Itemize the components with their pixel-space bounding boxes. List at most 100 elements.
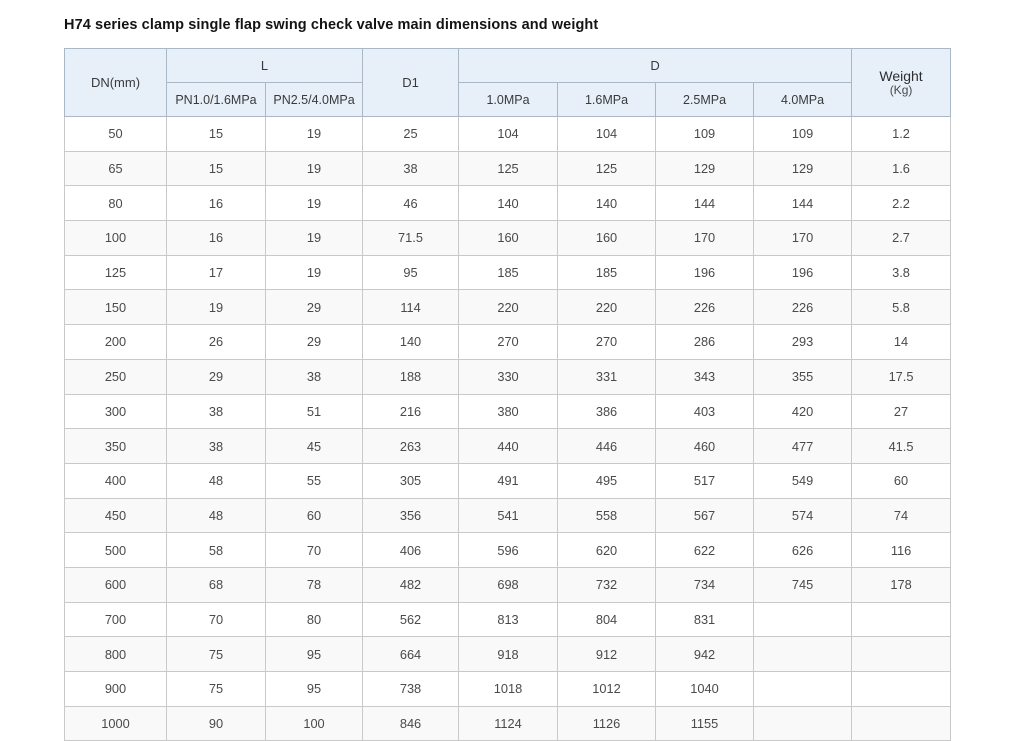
table-cell: 330	[458, 358, 559, 395]
table-cell: 140	[557, 185, 657, 222]
cell-dn: 400	[64, 462, 167, 499]
column-header-d-10mpa: 1.0MPa	[458, 82, 559, 117]
table-cell: 420	[753, 393, 853, 430]
table-row: 600 68 78 482 698 732 734 745 178	[64, 566, 952, 603]
table-cell: 562	[362, 601, 460, 638]
table-cell: 270	[557, 324, 657, 360]
table-row: 900 75 95 738 1018 1012 1040	[64, 671, 952, 707]
table-cell	[753, 671, 853, 707]
table-cell: 226	[655, 289, 755, 326]
weight-label: Weight	[879, 67, 923, 84]
table-cell: 51	[264, 393, 364, 430]
table-cell: 596	[458, 532, 559, 568]
table-body: 50 15 19 25 104 104 109 109 1.2 65 15 19 38 125 125 129…	[64, 116, 952, 741]
table-cell: 698	[458, 566, 559, 603]
table-cell: 620	[557, 532, 657, 568]
header-row-subgroups: PN1.0/1.6MPa PN2.5/4.0MPa 1.0MPa 1.6MPa …	[65, 82, 951, 117]
table-cell: 70	[264, 532, 364, 568]
cell-dn: 900	[64, 671, 167, 707]
table-cell: 160	[557, 220, 657, 256]
table-cell: 1155	[655, 705, 755, 741]
table-cell: 16	[166, 185, 266, 222]
table-cell: 1018	[458, 671, 559, 707]
table-cell: 745	[753, 566, 853, 603]
table-cell	[753, 601, 853, 638]
table-cell: 38	[264, 358, 364, 395]
table-cell: 14	[851, 324, 952, 360]
table-cell: 109	[753, 116, 853, 152]
cell-dn: 800	[64, 636, 167, 672]
column-header-weight: Weight (Kg)	[851, 48, 952, 117]
cell-dn: 50	[64, 116, 167, 152]
table-cell: 116	[851, 532, 952, 568]
table-cell: 804	[557, 601, 657, 638]
table-cell: 734	[655, 566, 755, 603]
table-cell: 355	[753, 358, 853, 395]
table-cell: 75	[166, 636, 266, 672]
table-cell: 491	[458, 462, 559, 499]
table-cell: 446	[557, 428, 657, 464]
table-cell: 1040	[655, 671, 755, 707]
table-row: 150 19 29 114 220 220 226 226 5.8	[64, 289, 952, 326]
table-cell: 15	[166, 150, 266, 187]
table-cell: 109	[655, 116, 755, 152]
cell-dn: 450	[64, 497, 167, 534]
table-cell: 104	[458, 116, 559, 152]
table-cell: 813	[458, 601, 559, 638]
table-cell: 1.6	[851, 150, 952, 187]
table-cell: 622	[655, 532, 755, 568]
table-cell: 541	[458, 497, 559, 534]
table-cell: 17.5	[851, 358, 952, 395]
table-cell: 831	[655, 601, 755, 638]
cell-dn: 700	[64, 601, 167, 638]
table-cell: 104	[557, 116, 657, 152]
table-cell: 942	[655, 636, 755, 672]
table-cell: 140	[362, 324, 460, 360]
table-cell: 196	[753, 254, 853, 291]
table-cell: 29	[166, 358, 266, 395]
table-row: 65 15 19 38 125 125 129 129 1.6	[64, 150, 952, 187]
table-cell: 482	[362, 566, 460, 603]
table-row: 100 16 19 71.5 160 160 170 170 2.7	[64, 220, 952, 256]
table-cell: 293	[753, 324, 853, 360]
table-cell: 100	[264, 705, 364, 741]
table-cell: 912	[557, 636, 657, 672]
table-cell: 70	[166, 601, 266, 638]
column-header-dn: DN(mm)	[64, 48, 167, 117]
table-cell: 71.5	[362, 220, 460, 256]
table-cell: 738	[362, 671, 460, 707]
table-cell: 356	[362, 497, 460, 534]
table-cell: 60	[264, 497, 364, 534]
cell-dn: 200	[64, 324, 167, 360]
table-row: 350 38 45 263 440 446 460 477 41.5	[64, 428, 952, 464]
table-cell	[753, 705, 853, 741]
table-cell: 549	[753, 462, 853, 499]
table-cell	[851, 671, 952, 707]
table-cell: 846	[362, 705, 460, 741]
table-cell: 185	[557, 254, 657, 291]
table-cell: 129	[655, 150, 755, 187]
column-header-group-d: D	[458, 48, 853, 83]
table-cell: 74	[851, 497, 952, 534]
cell-dn: 150	[64, 289, 167, 326]
column-header-d1: D1	[362, 48, 460, 117]
table-cell: 216	[362, 393, 460, 430]
table-cell	[753, 636, 853, 672]
table-cell: 19	[264, 185, 364, 222]
table-row: 50 15 19 25 104 104 109 109 1.2	[64, 116, 952, 152]
cell-dn: 1000	[64, 705, 167, 741]
cell-dn: 500	[64, 532, 167, 568]
table-cell: 386	[557, 393, 657, 430]
table-cell: 558	[557, 497, 657, 534]
table-cell: 574	[753, 497, 853, 534]
table-cell: 406	[362, 532, 460, 568]
column-header-group-l: L	[165, 48, 364, 83]
table-cell: 19	[264, 254, 364, 291]
table-cell: 25	[362, 116, 460, 152]
table-cell: 626	[753, 532, 853, 568]
table-cell: 343	[655, 358, 755, 395]
table-cell: 90	[166, 705, 266, 741]
table-cell: 95	[264, 671, 364, 707]
table-cell: 5.8	[851, 289, 952, 326]
